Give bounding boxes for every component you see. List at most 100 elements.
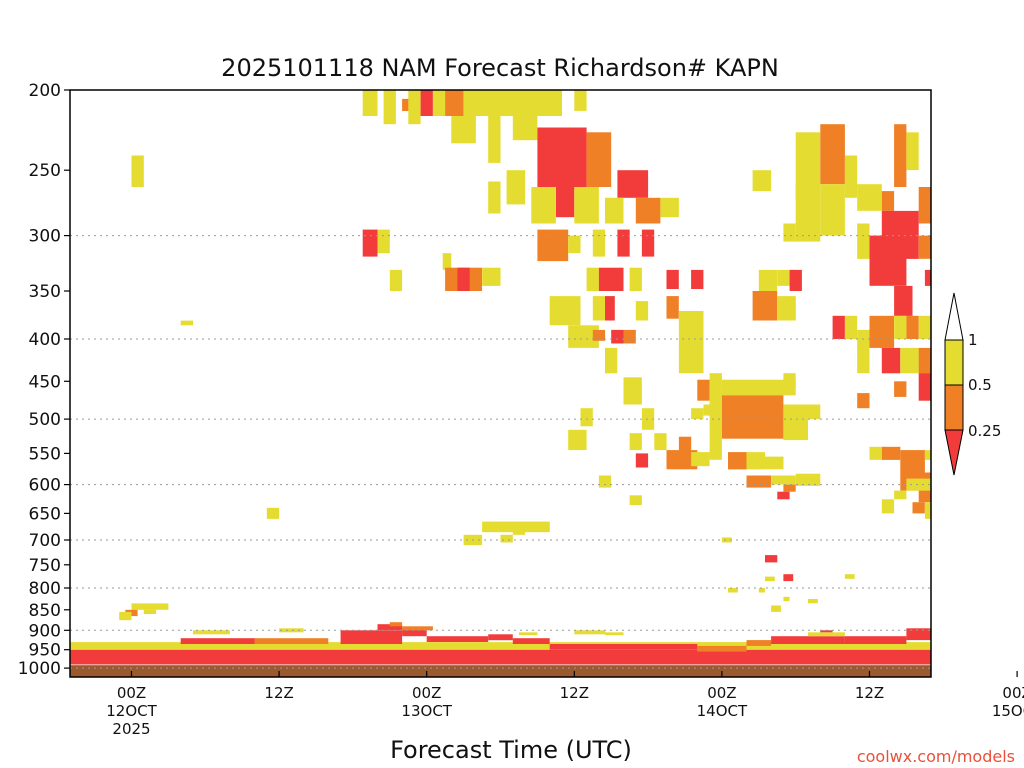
y-tick-label: 250 xyxy=(29,161,61,181)
heatmap-cell xyxy=(623,377,642,405)
heatmap-cell xyxy=(482,267,501,286)
heatmap-cell xyxy=(777,491,790,500)
heatmap-cell xyxy=(537,229,569,262)
heatmap-cell xyxy=(340,630,403,644)
heatmap-cell xyxy=(894,381,907,397)
heatmap-cell xyxy=(1005,311,1024,344)
heatmap-cell xyxy=(482,521,550,533)
heatmap-cell xyxy=(666,269,679,289)
colorbar-bin xyxy=(944,429,964,476)
heatmap-cell xyxy=(266,507,280,519)
heatmap-cell xyxy=(574,90,587,111)
heatmap-cell xyxy=(968,270,986,291)
heatmap-cell xyxy=(894,285,913,316)
heatmap-cell xyxy=(512,529,526,535)
heatmap-cell xyxy=(389,269,403,291)
heatmap-cell xyxy=(857,223,870,259)
heatmap-cell xyxy=(617,229,630,257)
heatmap-cell xyxy=(820,630,833,633)
heatmap-cell xyxy=(605,296,615,321)
y-tick-label: 500 xyxy=(29,410,61,430)
heatmap-cell xyxy=(377,624,403,631)
heatmap-cell xyxy=(931,626,956,630)
heatmap-cell xyxy=(119,611,132,621)
heatmap-cell xyxy=(931,198,968,224)
heatmap-cell xyxy=(943,90,955,116)
heatmap-cell xyxy=(808,632,845,637)
heatmap-cell xyxy=(857,184,882,211)
heatmap-cell xyxy=(956,620,993,624)
heatmap-cell xyxy=(912,502,925,514)
heatmap-cell xyxy=(605,347,618,374)
heatmap-cell xyxy=(568,429,587,451)
heatmap-cell xyxy=(900,347,919,374)
x-tick-label: 12Z xyxy=(560,684,589,702)
heatmap-cell xyxy=(580,408,593,427)
heatmap-cell xyxy=(402,628,427,637)
y-tick-label: 800 xyxy=(29,579,61,599)
heatmap-cell xyxy=(383,90,396,125)
colorbar-label: 1 xyxy=(968,331,978,349)
heatmap-cell xyxy=(635,301,649,321)
heatmap-cell xyxy=(389,622,403,627)
heatmap-cell xyxy=(1005,348,1017,373)
heatmap-cell xyxy=(1005,628,1024,636)
heatmap-cell xyxy=(506,170,526,205)
heatmap-cell xyxy=(937,132,962,163)
heatmap-cell xyxy=(728,588,738,593)
x-tick-label: 00Z xyxy=(1002,684,1024,702)
heatmap-cell xyxy=(574,630,606,635)
credit-text: coolwx.com/models xyxy=(857,747,1015,766)
heatmap-cell xyxy=(660,197,679,218)
heatmap-cell xyxy=(721,537,732,543)
heatmap-cell xyxy=(857,393,870,409)
heatmap-cell xyxy=(362,90,378,116)
heatmap-cell xyxy=(783,373,796,390)
heatmap-cell xyxy=(254,638,329,644)
heatmap-cell xyxy=(894,124,907,187)
colorbar-legend: 1 0.5 0.25 xyxy=(944,292,1001,476)
heatmap-cell xyxy=(605,632,624,636)
heatmap-cell xyxy=(598,475,612,488)
heatmap-cell xyxy=(746,452,765,470)
y-tick-label: 550 xyxy=(29,444,61,464)
heatmap-cell xyxy=(131,155,144,187)
heatmap-cell xyxy=(697,645,747,652)
heatmap-cell xyxy=(844,636,907,644)
y-tick-label: 1000 xyxy=(18,659,61,679)
ground-fill xyxy=(70,665,931,677)
heatmap-cell xyxy=(611,329,624,344)
heatmap-cell xyxy=(592,229,606,257)
heatmap-cell xyxy=(999,236,1024,259)
heatmap-cell xyxy=(605,197,624,224)
heatmap-cell xyxy=(783,223,796,242)
y-tick-label: 200 xyxy=(29,81,61,101)
heatmap-cell xyxy=(783,484,796,492)
heatmap-cell xyxy=(691,269,704,289)
heatmap-cell xyxy=(993,204,1005,223)
heatmap-cell xyxy=(795,184,808,201)
x-tick-label: 12OCT xyxy=(106,702,157,720)
heatmap-cell xyxy=(568,235,581,254)
heatmap-cell xyxy=(721,379,796,396)
heatmap-cell xyxy=(808,599,818,604)
heatmap-cell xyxy=(574,187,599,224)
heatmap-cell xyxy=(746,475,772,488)
heatmap-cell xyxy=(408,90,421,125)
heatmap-cell xyxy=(869,315,895,348)
plot-frame xyxy=(69,89,932,678)
heatmap-cell xyxy=(537,127,587,187)
x-tick-label: 00Z xyxy=(412,684,441,702)
y-tick-label: 350 xyxy=(29,282,61,302)
heatmap-cell xyxy=(180,638,255,644)
x-axis: 00Z12OCT202512Z00Z13OCT12Z00Z14OCT12Z00Z… xyxy=(106,671,1024,738)
y-tick-label: 300 xyxy=(29,227,61,247)
heatmap-cell xyxy=(771,636,845,644)
heatmap-cell xyxy=(691,408,704,420)
x-tick-label: 00Z xyxy=(117,684,146,702)
heatmap-cell xyxy=(1017,603,1024,609)
heatmap-cell xyxy=(857,329,870,374)
x-tick-label: 15OCT xyxy=(992,702,1024,720)
x-tick-label: 14OCT xyxy=(697,702,748,720)
